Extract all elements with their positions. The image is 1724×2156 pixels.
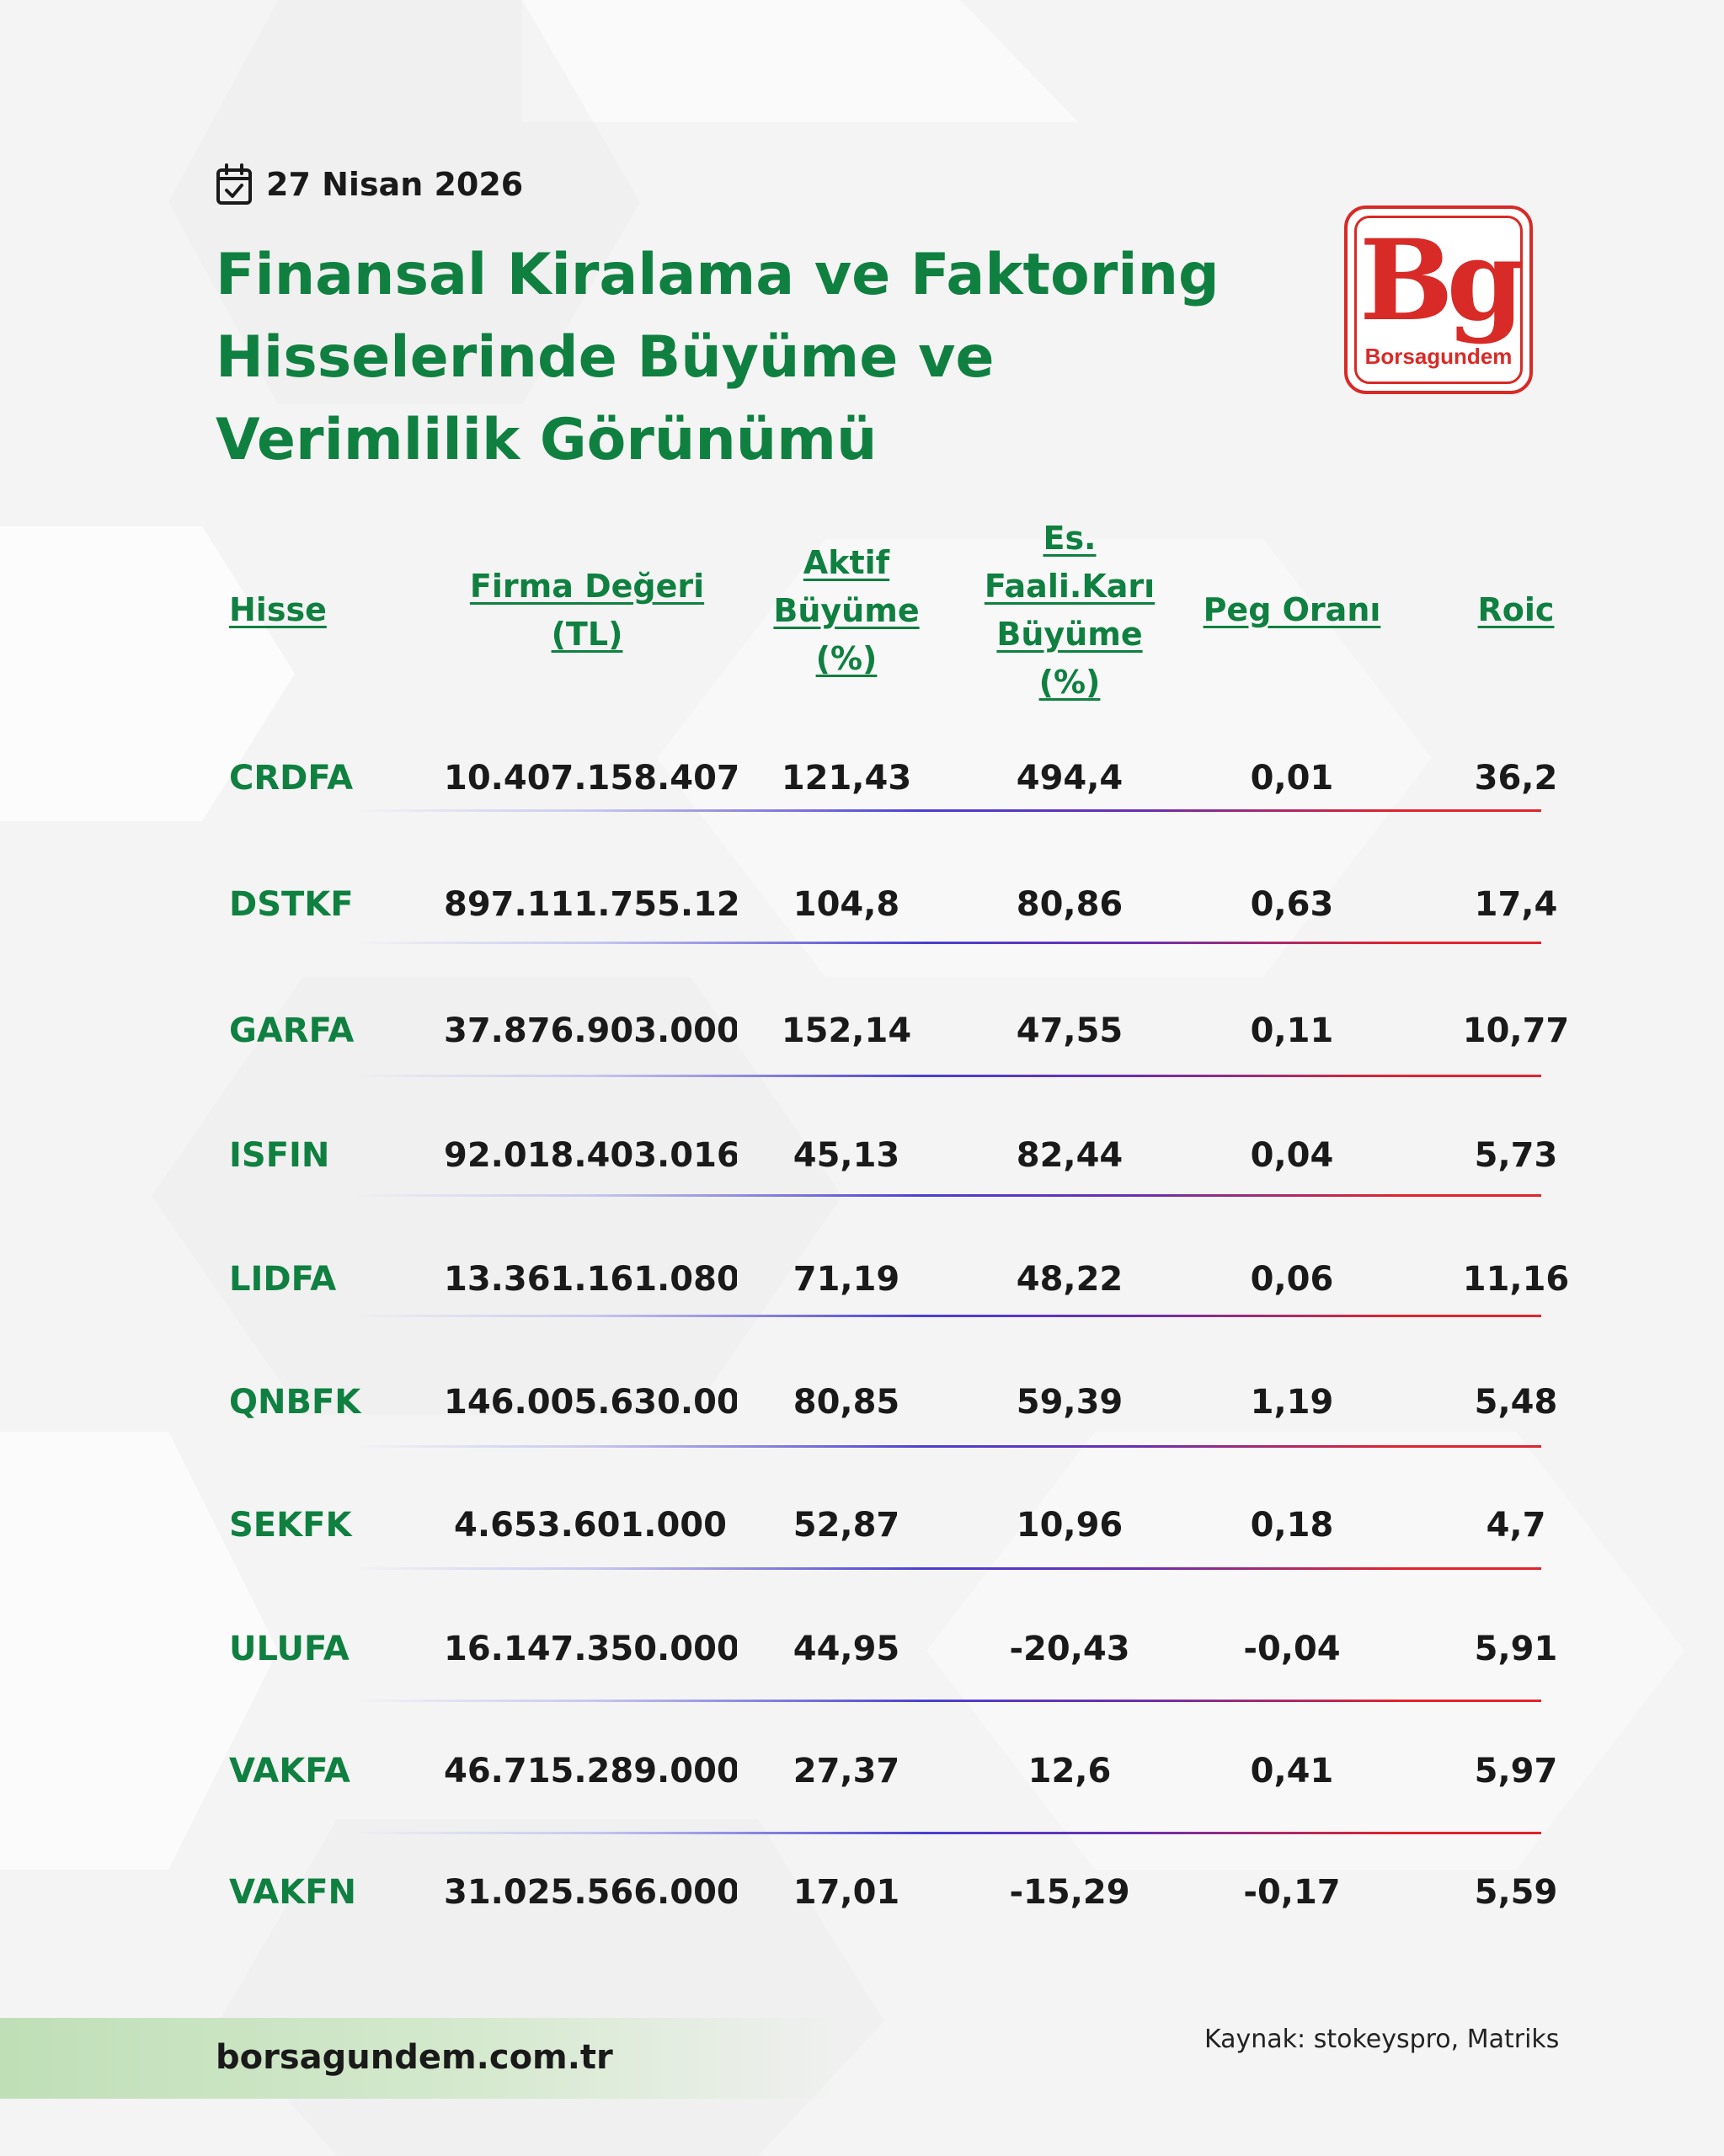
row-separator [354, 1194, 1541, 1197]
table-row: GARFA 37.876.903.000 152,14 47,55 0,11 10,77 [0, 1006, 1724, 1056]
cell-es: 59,39 [1016, 1383, 1124, 1422]
logo-wordmark: Borsagundem [1364, 344, 1513, 369]
cell-es: 47,55 [1016, 1011, 1124, 1050]
table-row: SEKFK 4.653.601.000 52,87 10,96 0,18 4,7 [0, 1500, 1724, 1550]
cell-aktif: 152,14 [781, 1011, 912, 1050]
header-hisse: Hisse [229, 591, 327, 628]
header-peg-orani: Peg Oranı [1203, 591, 1381, 628]
header-es-faali-kari-buyume: Es. Faali.Karı Büyüme (%) [984, 520, 1156, 701]
cell-roic: 17,4 [1474, 885, 1558, 924]
cell-peg: 0,63 [1250, 885, 1334, 924]
table-row: QNBFK 146.005.630.000 80,85 59,39 1,19 5,48 [0, 1377, 1724, 1428]
cell-ticker: VAKFA [229, 1752, 350, 1790]
row-separator [354, 809, 1541, 812]
cell-ticker: QNBFK [229, 1383, 361, 1422]
cell-aktif: 71,19 [793, 1260, 900, 1299]
cell-ticker: GARFA [229, 1011, 355, 1050]
cell-firma: 897.111.755.123 [444, 885, 737, 924]
cell-aktif: 17,01 [793, 1873, 900, 1912]
cell-es: 82,44 [1016, 1136, 1124, 1175]
cell-es: -15,29 [1009, 1873, 1130, 1912]
cell-aktif: 104,8 [793, 885, 900, 924]
cell-ticker: LIDFA [229, 1260, 337, 1299]
cell-ticker: CRDFA [229, 759, 354, 798]
cell-roic: 5,73 [1474, 1136, 1558, 1175]
table-row: VAKFA 46.715.289.000 27,37 12,6 0,41 5,97 [0, 1746, 1724, 1796]
cell-aktif: 80,85 [793, 1383, 900, 1422]
cell-peg: 0,04 [1250, 1136, 1334, 1175]
cell-firma: 31.025.566.000 [444, 1873, 737, 1912]
cell-ticker: ISFIN [229, 1136, 330, 1175]
cell-firma: 146.005.630.000 [444, 1383, 737, 1422]
cell-firma: 16.147.350.000 [444, 1630, 737, 1668]
table-row: ULUFA 16.147.350.000 44,95 -20,43 -0,04 5,91 [0, 1624, 1724, 1674]
cell-firma: 46.715.289.000 [444, 1752, 737, 1790]
cell-roic: 4,7 [1486, 1506, 1546, 1545]
table-row: LIDFA 13.361.161.080 71,19 48,22 0,06 11,16 [0, 1254, 1724, 1305]
cell-aktif: 52,87 [793, 1506, 900, 1545]
table-row: DSTKF 897.111.755.123 104,8 80,86 0,63 17,4 [0, 879, 1724, 930]
cell-es: 494,4 [1016, 759, 1124, 798]
table-row: VAKFN 31.025.566.000 17,01 -15,29 -0,17 5,59 [0, 1867, 1724, 1918]
cell-roic: 11,16 [1462, 1260, 1570, 1299]
cell-roic: 5,48 [1474, 1383, 1558, 1422]
cell-aktif: 27,37 [793, 1752, 900, 1790]
cell-es: -20,43 [1009, 1630, 1130, 1668]
cell-roic: 5,91 [1474, 1630, 1558, 1668]
cell-aktif: 44,95 [793, 1630, 900, 1668]
cell-roic: 5,97 [1474, 1752, 1558, 1790]
row-separator [354, 1315, 1541, 1317]
row-separator [354, 1832, 1541, 1834]
row-separator [354, 1445, 1541, 1448]
table-row: CRDFA 10.407.158.407 121,43 494,4 0,01 36,2 [0, 753, 1724, 803]
cell-es: 12,6 [1027, 1752, 1112, 1790]
logo-letters: Bg [1359, 216, 1520, 346]
row-separator [354, 1700, 1541, 1702]
borsagundem-logo: Bg Borsagundem [1344, 205, 1533, 394]
cell-peg: 0,18 [1250, 1506, 1334, 1545]
header-aktif-buyume: Aktif Büyüme (%) [773, 544, 920, 677]
table-row: ISFIN 92.018.403.016 45,13 82,44 0,04 5,73 [0, 1130, 1724, 1181]
cell-aktif: 45,13 [793, 1136, 900, 1175]
cell-peg: -0,04 [1243, 1630, 1341, 1668]
page-title: Finansal Kiralama ve Faktoring Hisseleri… [216, 242, 1220, 473]
cell-ticker: SEKFK [229, 1506, 352, 1545]
date-text: 27 Nisan 2026 [266, 166, 524, 203]
cell-firma: 13.361.161.080 [444, 1260, 737, 1299]
cell-peg: 0,41 [1250, 1752, 1334, 1790]
cell-firma: 37.876.903.000 [444, 1011, 737, 1050]
row-separator [354, 1075, 1541, 1077]
footer-url: borsagundem.com.tr [216, 2038, 613, 2077]
cell-firma: 10.407.158.407 [444, 759, 737, 798]
row-separator [354, 1567, 1541, 1570]
cell-aktif: 121,43 [781, 759, 912, 798]
footer-source: Kaynak: stokeyspro, Matriks [1204, 2025, 1560, 2054]
cell-roic: 5,59 [1474, 1873, 1558, 1912]
cell-es: 10,96 [1016, 1506, 1124, 1545]
header-roic: Roic [1477, 591, 1555, 628]
cell-ticker: VAKFN [229, 1873, 356, 1912]
cell-es: 48,22 [1016, 1260, 1124, 1299]
cell-ticker: DSTKF [229, 885, 354, 924]
cell-es: 80,86 [1016, 885, 1124, 924]
footer-band [0, 2018, 842, 2099]
cell-roic: 36,2 [1474, 759, 1558, 798]
header-firma-degeri: Firma Değeri (TL) [469, 568, 705, 653]
cell-peg: -0,17 [1243, 1873, 1341, 1912]
cell-firma: 4.653.601.000 [454, 1506, 727, 1545]
cell-peg: 0,11 [1250, 1011, 1334, 1050]
calendar-check-icon [216, 163, 253, 205]
cell-ticker: ULUFA [229, 1630, 350, 1668]
cell-peg: 1,19 [1250, 1383, 1334, 1422]
cell-peg: 0,06 [1250, 1260, 1334, 1299]
cell-peg: 0,01 [1250, 759, 1334, 798]
cell-firma: 92.018.403.016 [444, 1136, 737, 1175]
row-separator [354, 942, 1541, 944]
cell-roic: 10,77 [1462, 1011, 1570, 1050]
date-row: 27 Nisan 2026 [216, 163, 523, 205]
